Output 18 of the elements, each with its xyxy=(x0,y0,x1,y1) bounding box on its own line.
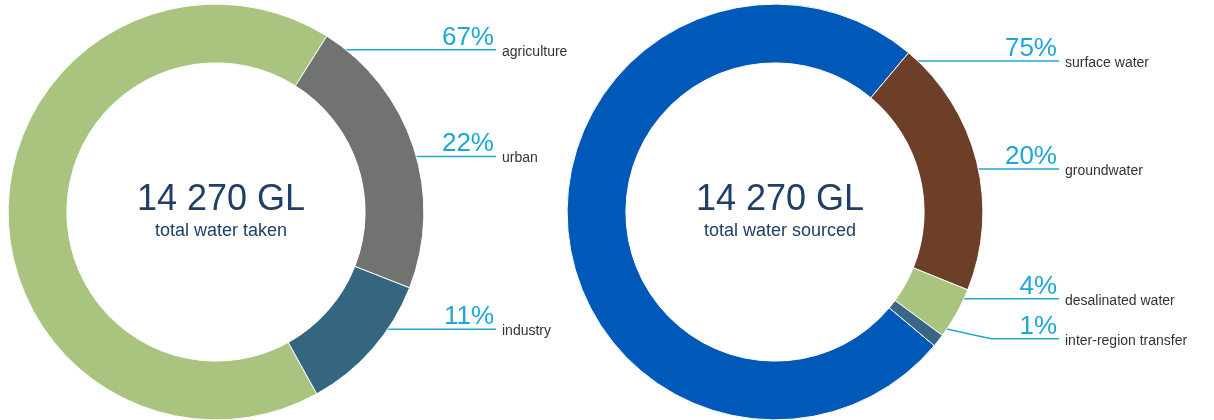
slice-label: inter-region transfer xyxy=(1065,331,1188,348)
text: 14 270 GL xyxy=(695,176,865,218)
data-label: 20% xyxy=(1004,139,1057,170)
slice-label: groundwater xyxy=(1065,161,1144,178)
slice-label: urban xyxy=(502,149,538,166)
slice-label: industry xyxy=(502,322,552,339)
text: total water sourced xyxy=(703,220,857,240)
data-label: 11% xyxy=(443,300,494,331)
slice-label: surface water xyxy=(1065,54,1150,71)
text: total water taken xyxy=(154,220,288,240)
slice-label: desalinated water xyxy=(1065,291,1176,308)
slice-label: agriculture xyxy=(502,42,568,59)
data-label: 75% xyxy=(1004,32,1057,63)
data-label: 22% xyxy=(441,127,494,158)
data-label: 4% xyxy=(1019,269,1057,300)
text: 14 270 GL xyxy=(136,176,306,218)
data-label: 1% xyxy=(1019,309,1057,340)
data-label: 67% xyxy=(441,20,494,51)
